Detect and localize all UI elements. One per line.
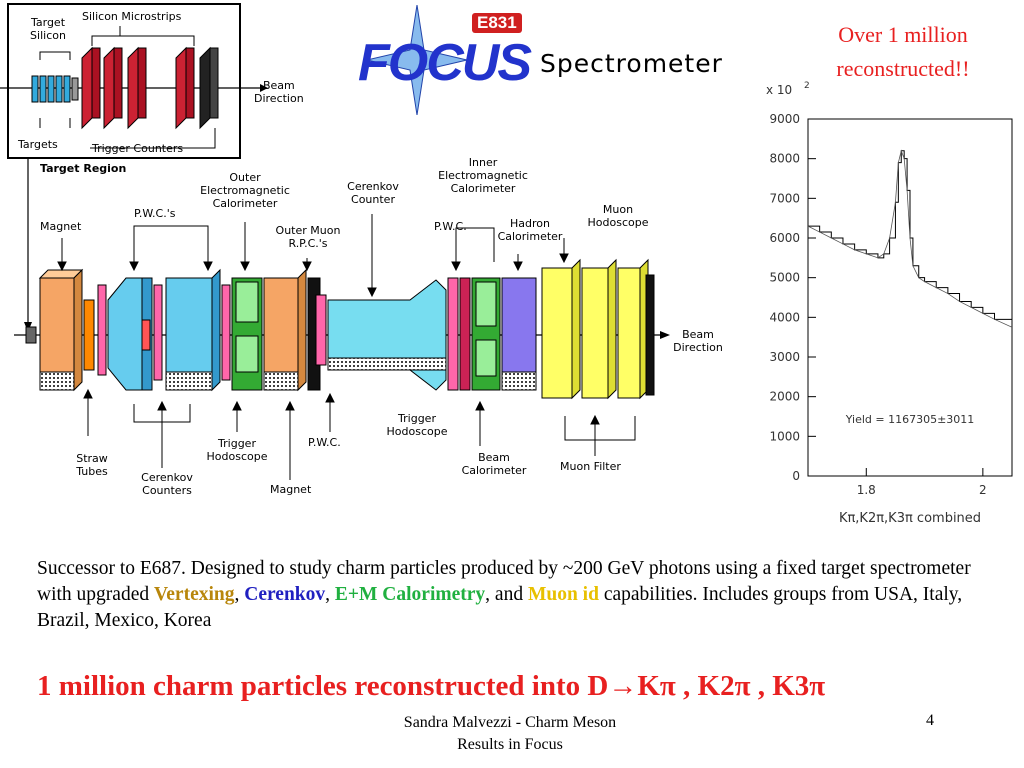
highlight-cerenkov: Cerenkov [244, 584, 326, 605]
label-outer-em-cal: Outer Electromagnetic Calorimeter [200, 171, 290, 210]
label-muon-filter: Muon Filter [560, 460, 621, 473]
cerenkov-counter-1 [107, 277, 153, 391]
y-tick-label: 3000 [769, 350, 800, 364]
label-target-silicon: Target Silicon [30, 16, 66, 42]
label-targets: Targets [18, 138, 58, 151]
focus-logo: FOCUS E831 Spectrometer [350, 5, 730, 115]
spectrometer-diagram [0, 3, 670, 480]
label-beam-calorimeter: Beam Calorimeter [461, 451, 527, 477]
label-pwc-2: P.W.C. [308, 436, 341, 449]
label-beam-direction-inset: Beam Direction [254, 79, 304, 105]
y-tick-label: 7000 [769, 191, 800, 205]
cerenkov-counter-main [327, 279, 447, 391]
plot-frame [807, 118, 1013, 477]
highlight-emcal: E+M Calorimetry [334, 584, 486, 605]
label-cerenkov-counter: Cerenkov Counter [347, 180, 399, 206]
logo-subtitle: Spectrometer [540, 49, 723, 78]
highlight-muon: Muon id [527, 584, 599, 605]
label-beam-direction: Beam Direction [673, 328, 723, 354]
label-cerenkov-counters: Cerenkov Counters [141, 471, 193, 497]
mass-histogram: x 10 2 0 1000 2000 3000 4000 5000 6000 7000 8000 90… [766, 81, 1013, 526]
hadron-calorimeter [501, 277, 537, 391]
cerenkov-counter-2 [165, 268, 221, 392]
label-muon-hodoscope: Muon Hodoscope [587, 203, 649, 229]
label-trigger-hodoscope-2: Trigger Hodoscope [386, 412, 448, 438]
x-axis-label: Kπ,K2π,K3π combined [839, 511, 981, 526]
y-tick-label: 0 [792, 469, 800, 483]
y-tick-label: 2000 [769, 390, 800, 404]
fit-line [807, 149, 1013, 328]
label-outer-muon-rpcs: Outer Muon R.P.C.'s [275, 224, 341, 250]
label-silicon-microstrips: Silicon Microstrips [82, 10, 182, 23]
y-tick-label: 8000 [769, 152, 800, 166]
y-tick-label: 4000 [769, 310, 800, 324]
y-multiplier-exponent: 2 [804, 81, 810, 91]
description: Successor to E687. Designed to study cha… [37, 558, 971, 631]
y-tick-label: 6000 [769, 231, 800, 245]
note: Over 1 million reconstructed!! [836, 22, 970, 81]
y-tick-label: 1000 [769, 429, 800, 443]
label-inner-em-cal: Inner Electromagnetic Calorimeter [438, 156, 528, 195]
logo-experiment-badge: E831 [472, 13, 522, 33]
yield-annotation: Yield = 1167305±3011 [845, 413, 975, 426]
label-magnet-1: Magnet [40, 220, 82, 233]
label-pwc-1: P.W.C. [434, 220, 467, 233]
silicon-microstrip-planes [81, 46, 219, 130]
logo-focus-word: FOCUS [358, 34, 532, 92]
muon-filter [541, 258, 655, 400]
x-tick-label: 2 [979, 483, 987, 497]
y-multiplier: x 10 [766, 83, 792, 97]
label-trigger-counters: Trigger Counters [92, 142, 184, 155]
x-tick-label: 1.8 [857, 483, 876, 497]
page-number: 4 [926, 712, 934, 729]
label-magnet-2: Magnet [270, 483, 312, 496]
headline: 1 million charm particles reconstructed … [37, 670, 826, 702]
magnet-1 [38, 268, 84, 392]
label-target-region: Target Region [40, 162, 127, 175]
magnet-2 [263, 268, 307, 392]
star-icon [366, 5, 468, 115]
outer-em-calorimeter [231, 277, 263, 391]
label-straw-tubes: Straw Tubes [76, 452, 108, 478]
footer: Sandra Malvezzi - Charm Meson Results in … [403, 714, 617, 753]
label-pwcs: P.W.C.'s [134, 207, 176, 220]
y-tick-label: 5000 [769, 271, 800, 285]
label-hadron-cal: Hadron Calorimeter [497, 217, 563, 243]
inner-em-calorimeter [471, 277, 501, 391]
straw-tubes [83, 299, 95, 371]
target-region-inset [0, 3, 268, 159]
label-trigger-hodoscope-1: Trigger Hodoscope [206, 437, 268, 463]
y-tick-label: 9000 [769, 112, 800, 126]
highlight-vertexing: Vertexing [153, 584, 235, 605]
